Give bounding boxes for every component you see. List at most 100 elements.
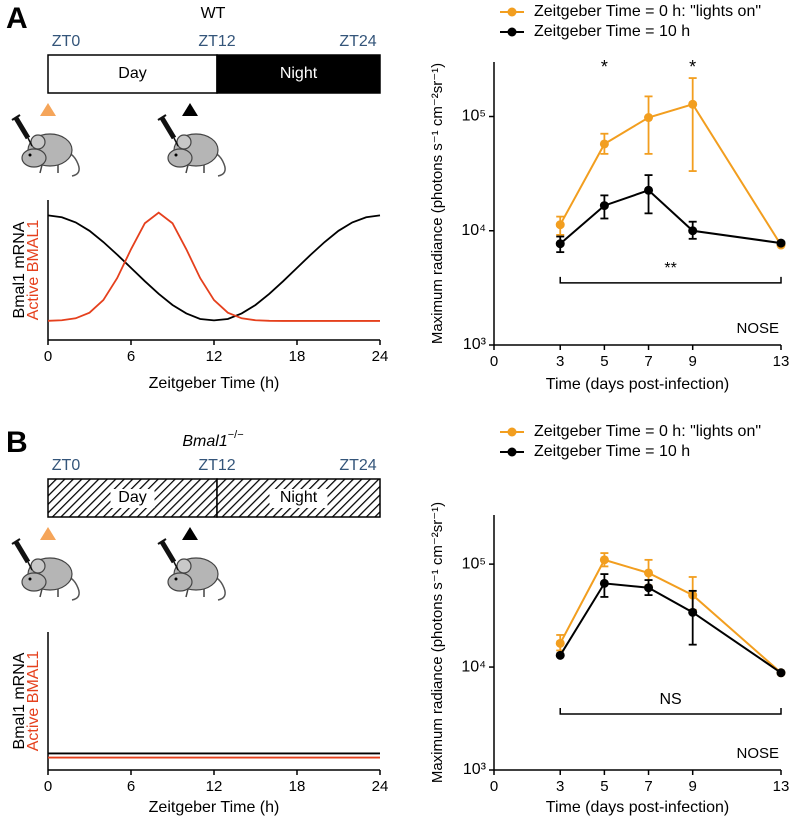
data-point: [688, 607, 698, 617]
x-axis-label: Time (days post-infection): [546, 799, 729, 816]
y-axis-label: Maximum radiance (photons s⁻¹ cm⁻²sr⁻¹): [429, 502, 446, 783]
x-tick-label: 5: [600, 778, 608, 795]
series-line: [559, 582, 782, 674]
night-label: Night: [280, 489, 318, 506]
x-axis-label: Zeitgeber Time (h): [149, 799, 280, 816]
legend-marker: [507, 27, 517, 37]
legend-marker: [507, 427, 517, 437]
series-label: Bmal1 mRNA: [11, 221, 28, 318]
tissue-label: NOSE: [736, 745, 779, 762]
x-tick-label: 0: [490, 353, 498, 370]
night-label: Night: [280, 65, 318, 82]
x-tick-label: 18: [289, 348, 306, 365]
x-tick-label: 13: [773, 353, 790, 370]
x-tick-label: 13: [773, 778, 790, 795]
series-label: Active BMAL1: [25, 651, 42, 752]
mouse-icon: [12, 115, 79, 176]
data-point: [599, 201, 609, 211]
zt-label: ZT0: [52, 33, 81, 50]
genotype-title: Bmal1−/−: [182, 429, 243, 450]
injection-marker: [182, 527, 198, 540]
legend-label: Zeitgeber Time = 10 h: [534, 23, 690, 40]
legend-marker: [507, 7, 517, 17]
x-tick-label: 5: [600, 353, 608, 370]
genotype: Bmal1: [182, 433, 227, 450]
genotype: WT: [201, 5, 226, 22]
curve: [47, 214, 381, 322]
data-point: [555, 638, 565, 648]
y-tick-label: 10³: [463, 336, 487, 353]
injection-marker: [40, 103, 56, 116]
series-line: [559, 103, 782, 246]
data-point: [776, 238, 786, 248]
mouse-icon: [158, 539, 225, 600]
panel-label: B: [6, 426, 28, 459]
genotype-title: WT: [201, 5, 226, 22]
significance-bracket: [559, 707, 782, 715]
legend-label: Zeitgeber Time = 10 h: [534, 443, 690, 460]
bracket-label: NS: [659, 691, 681, 708]
data-point: [555, 239, 565, 249]
panel-label: A: [6, 2, 28, 35]
data-point: [599, 555, 609, 565]
night-bar: [216, 54, 381, 94]
y-tick-label: 10⁵: [462, 555, 486, 572]
data-point: [776, 668, 786, 678]
data-point: [644, 185, 654, 195]
y-tick-label: 10⁴: [461, 658, 486, 675]
significance-mark: *: [689, 57, 696, 77]
mouse-icon: [12, 539, 79, 600]
day-label-bg: [110, 489, 155, 508]
zt-label: ZT12: [198, 457, 235, 474]
zt-label: ZT24: [339, 457, 376, 474]
zt-label: ZT12: [198, 33, 235, 50]
x-tick-label: 9: [689, 353, 697, 370]
x-tick-label: 0: [44, 778, 52, 795]
x-tick-label: 6: [127, 778, 135, 795]
day-label: Day: [118, 65, 146, 82]
series-label: Active BMAL1: [25, 220, 42, 321]
x-tick-label: 6: [127, 348, 135, 365]
x-tick-label: 24: [372, 348, 389, 365]
data-point: [599, 139, 609, 149]
series-label: Bmal1 mRNA: [11, 652, 28, 749]
tissue-label: NOSE: [736, 320, 779, 337]
data-point: [555, 220, 565, 230]
x-axis-label: Time (days post-infection): [546, 376, 729, 393]
legend-label: Zeitgeber Time = 0 h: "lights on": [534, 3, 761, 20]
injection-marker: [40, 527, 56, 540]
significance-mark: *: [601, 57, 608, 77]
genotype-superscript: −/−: [228, 429, 244, 441]
legend-marker: [507, 447, 517, 457]
y-tick-label: 10⁵: [462, 108, 486, 125]
data-point: [688, 226, 698, 236]
data-point: [644, 583, 654, 593]
data-point: [688, 99, 698, 109]
series-line: [559, 558, 782, 674]
injection-marker: [182, 103, 198, 116]
data-point: [644, 568, 654, 578]
x-tick-label: 7: [644, 353, 652, 370]
data-point: [555, 650, 565, 660]
zt-label: ZT0: [52, 457, 81, 474]
bracket-label: **: [664, 260, 676, 277]
data-point: [644, 113, 654, 123]
zt-label: ZT24: [339, 33, 376, 50]
y-tick-label: 10³: [463, 761, 487, 778]
x-tick-label: 9: [689, 778, 697, 795]
x-axis-label: Zeitgeber Time (h): [149, 375, 280, 392]
significance-bracket: [559, 276, 782, 284]
y-tick-label: 10⁴: [461, 222, 486, 239]
x-tick-label: 0: [490, 778, 498, 795]
x-tick-label: 3: [556, 778, 564, 795]
curve: [47, 211, 380, 322]
x-tick-label: 18: [289, 778, 306, 795]
x-tick-label: 24: [372, 778, 389, 795]
series-line: [559, 189, 782, 245]
night-label-bg: [269, 489, 328, 508]
x-tick-label: 0: [44, 348, 52, 365]
x-tick-label: 7: [644, 778, 652, 795]
data-point: [599, 578, 609, 588]
